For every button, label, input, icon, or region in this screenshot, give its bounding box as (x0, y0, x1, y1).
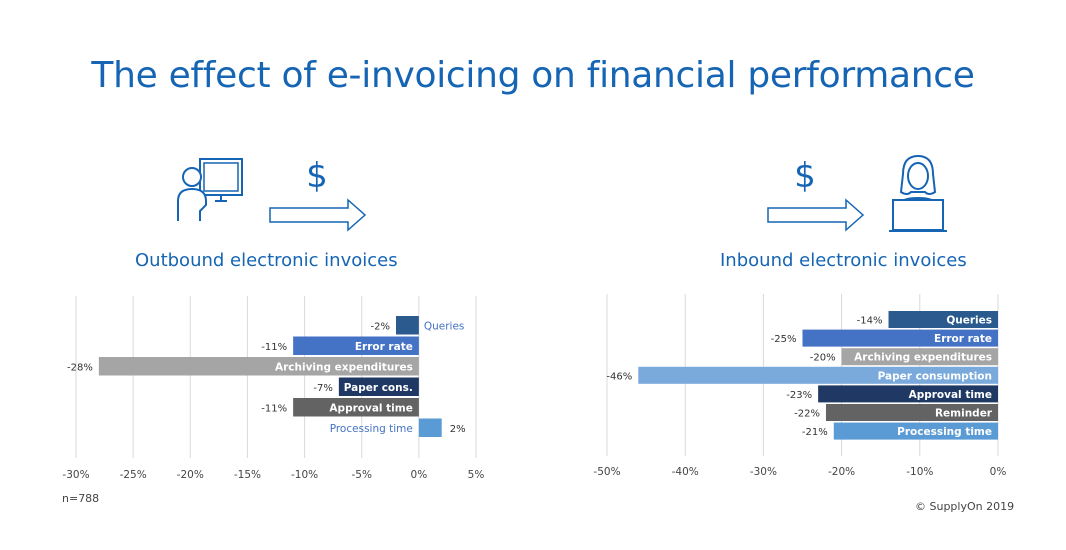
category-label: Processing time (330, 423, 413, 435)
x-tick-label: -40% (672, 466, 699, 478)
category-label: Approval time (909, 389, 992, 401)
svg-text:$: $ (306, 156, 328, 195)
copyright-note: © SupplyOn 2019 (915, 500, 1015, 513)
data-label: -25% (771, 334, 797, 345)
bar (293, 336, 419, 355)
category-label: Archiving expenditures (854, 352, 992, 364)
category-label: Approval time (329, 402, 412, 414)
arrow-right-icon (269, 198, 367, 232)
bar (841, 348, 998, 366)
x-tick-label: 0% (990, 466, 1007, 478)
sample-size-note: n=788 (62, 492, 100, 505)
x-tick-label: -50% (593, 466, 620, 478)
person-with-laptop-icon (889, 154, 947, 232)
bar (98, 357, 419, 376)
category-label: Paper cons. (344, 382, 413, 394)
data-label: -28% (67, 362, 93, 373)
bar (396, 316, 419, 335)
x-tick-label: -20% (177, 469, 204, 481)
data-label: 2% (450, 424, 466, 435)
x-tick-label: -10% (291, 469, 318, 481)
data-label: -11% (261, 342, 287, 353)
x-tick-label: -5% (351, 469, 371, 481)
x-tick-label: -25% (120, 469, 147, 481)
category-label: Queries (946, 315, 992, 327)
dollar-icon: $ (306, 156, 328, 195)
category-label: Reminder (935, 408, 993, 420)
inbound-title: Inbound electronic invoices (720, 250, 967, 271)
bar (802, 329, 998, 347)
x-tick-label: 5% (468, 469, 485, 481)
category-label: Processing time (897, 426, 992, 438)
bar (825, 404, 998, 421)
bar (833, 422, 998, 440)
x-tick-label: -20% (828, 466, 855, 478)
x-tick-label: -10% (906, 466, 933, 478)
data-label: -7% (313, 383, 332, 394)
data-label: -23% (786, 390, 812, 401)
bar (818, 385, 998, 403)
svg-text:$: $ (794, 156, 816, 195)
bar (418, 418, 442, 437)
data-label: -2% (371, 321, 390, 332)
arrow-right-icon (767, 198, 865, 232)
category-label: Paper consumption (878, 370, 992, 382)
page-title: The effect of e-invoicing on financial p… (91, 55, 975, 96)
category-label: Queries (424, 320, 465, 332)
category-label: Error rate (934, 333, 992, 345)
data-label: -21% (802, 427, 828, 438)
data-label: -22% (794, 409, 820, 420)
dollar-icon: $ (794, 156, 816, 195)
bar (638, 366, 998, 384)
category-label: Archiving expenditures (275, 361, 413, 373)
category-label: Error rate (355, 341, 413, 353)
bar (338, 377, 419, 396)
x-tick-label: -30% (750, 466, 777, 478)
data-label: -11% (261, 403, 287, 414)
data-label: -46% (606, 371, 632, 382)
person-at-computer-icon (177, 158, 243, 221)
outbound-title: Outbound electronic invoices (135, 250, 398, 271)
data-label: -20% (810, 353, 836, 364)
x-tick-label: -15% (234, 469, 261, 481)
x-tick-label: -30% (62, 469, 89, 481)
bar (293, 398, 419, 417)
bar (888, 311, 998, 328)
data-label: -14% (857, 316, 883, 327)
x-tick-label: 0% (411, 469, 428, 481)
